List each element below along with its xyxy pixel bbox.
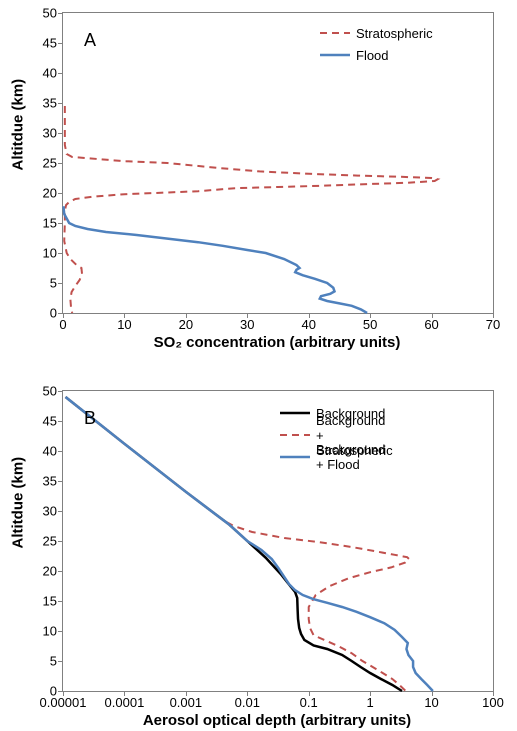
- y-tick-label: 45: [43, 36, 57, 51]
- y-tick-label: 0: [50, 306, 57, 321]
- y-tick-mark: [58, 223, 63, 224]
- y-tick-label: 10: [43, 246, 57, 261]
- y-tick-label: 5: [50, 276, 57, 291]
- y-tick-mark: [58, 421, 63, 422]
- y-tick-mark: [58, 103, 63, 104]
- x-tick-label: 60: [424, 317, 438, 332]
- legend-swatch: [280, 449, 310, 465]
- legend-entry: Stratospheric: [320, 25, 433, 41]
- x-tick-label: 0.1: [300, 695, 318, 710]
- x-axis-label-b: Aerosol optical depth (arbitrary units): [143, 712, 411, 729]
- y-tick-mark: [58, 631, 63, 632]
- y-tick-label: 25: [43, 534, 57, 549]
- y-tick-label: 50: [43, 384, 57, 399]
- x-axis-label-a: SO₂ concentration (arbitrary units): [154, 334, 401, 351]
- figure-root: 01020304050607005101520253035404550 Alti…: [0, 0, 517, 731]
- series-flood: [64, 206, 367, 313]
- panel-label-b: B: [84, 408, 96, 429]
- y-tick-label: 15: [43, 216, 57, 231]
- y-tick-mark: [58, 13, 63, 14]
- y-tick-label: 20: [43, 564, 57, 579]
- x-tick-label: 0.001: [170, 695, 203, 710]
- plot-area-b: 0.000010.00010.0010.010.1110100051015202…: [62, 390, 494, 692]
- y-tick-label: 45: [43, 414, 57, 429]
- legend-entry: Flood: [320, 47, 433, 63]
- y-tick-label: 30: [43, 504, 57, 519]
- legend-swatch: [280, 405, 310, 421]
- x-tick-label: 0.01: [235, 695, 260, 710]
- panel-label-a: A: [84, 30, 96, 51]
- legend-swatch: [320, 25, 350, 41]
- legend-swatch: [280, 427, 310, 443]
- y-tick-label: 25: [43, 156, 57, 171]
- legend-label: Flood: [356, 48, 389, 63]
- y-axis-label-a: Altitdue (km): [10, 155, 27, 171]
- legend-label: Background + Flood: [316, 442, 393, 472]
- y-tick-mark: [58, 43, 63, 44]
- y-axis-label-b: Altitdue (km): [10, 533, 27, 549]
- y-tick-mark: [58, 283, 63, 284]
- x-tick-label: 50: [363, 317, 377, 332]
- y-tick-label: 50: [43, 6, 57, 21]
- x-tick-label: 10: [424, 695, 438, 710]
- y-tick-mark: [58, 601, 63, 602]
- x-tick-label: 0: [59, 317, 66, 332]
- x-tick-label: 30: [240, 317, 254, 332]
- y-tick-label: 15: [43, 594, 57, 609]
- y-tick-label: 35: [43, 96, 57, 111]
- y-tick-mark: [58, 511, 63, 512]
- y-tick-mark: [58, 541, 63, 542]
- y-tick-mark: [58, 313, 63, 314]
- y-tick-mark: [58, 73, 63, 74]
- legend-b: BackgroundBackground + StratosphericBack…: [280, 405, 393, 471]
- y-tick-mark: [58, 133, 63, 134]
- x-tick-label: 20: [179, 317, 193, 332]
- y-tick-label: 35: [43, 474, 57, 489]
- series-stratospheric: [64, 106, 437, 313]
- y-tick-mark: [58, 253, 63, 254]
- y-tick-label: 20: [43, 186, 57, 201]
- y-tick-mark: [58, 661, 63, 662]
- legend-swatch: [320, 47, 350, 63]
- y-tick-mark: [58, 481, 63, 482]
- y-tick-label: 30: [43, 126, 57, 141]
- y-tick-mark: [58, 391, 63, 392]
- legend-entry: Background + Flood: [280, 449, 393, 465]
- y-tick-label: 40: [43, 66, 57, 81]
- y-tick-label: 40: [43, 444, 57, 459]
- x-tick-label: 0.00001: [40, 695, 87, 710]
- y-tick-label: 5: [50, 654, 57, 669]
- x-tick-label: 1: [367, 695, 374, 710]
- legend-entry: Background + Stratospheric: [280, 427, 393, 443]
- x-tick-label: 10: [117, 317, 131, 332]
- y-tick-mark: [58, 691, 63, 692]
- y-tick-mark: [58, 571, 63, 572]
- x-tick-label: 70: [486, 317, 500, 332]
- legend-a: Stratospheric Flood: [320, 25, 433, 69]
- y-tick-label: 0: [50, 684, 57, 699]
- y-tick-mark: [58, 193, 63, 194]
- y-tick-mark: [58, 451, 63, 452]
- x-tick-label: 100: [482, 695, 504, 710]
- series-svg: [63, 391, 493, 691]
- legend-label: Stratospheric: [356, 26, 433, 41]
- y-tick-label: 10: [43, 624, 57, 639]
- y-tick-mark: [58, 163, 63, 164]
- x-tick-label: 40: [301, 317, 315, 332]
- x-tick-label: 0.0001: [105, 695, 145, 710]
